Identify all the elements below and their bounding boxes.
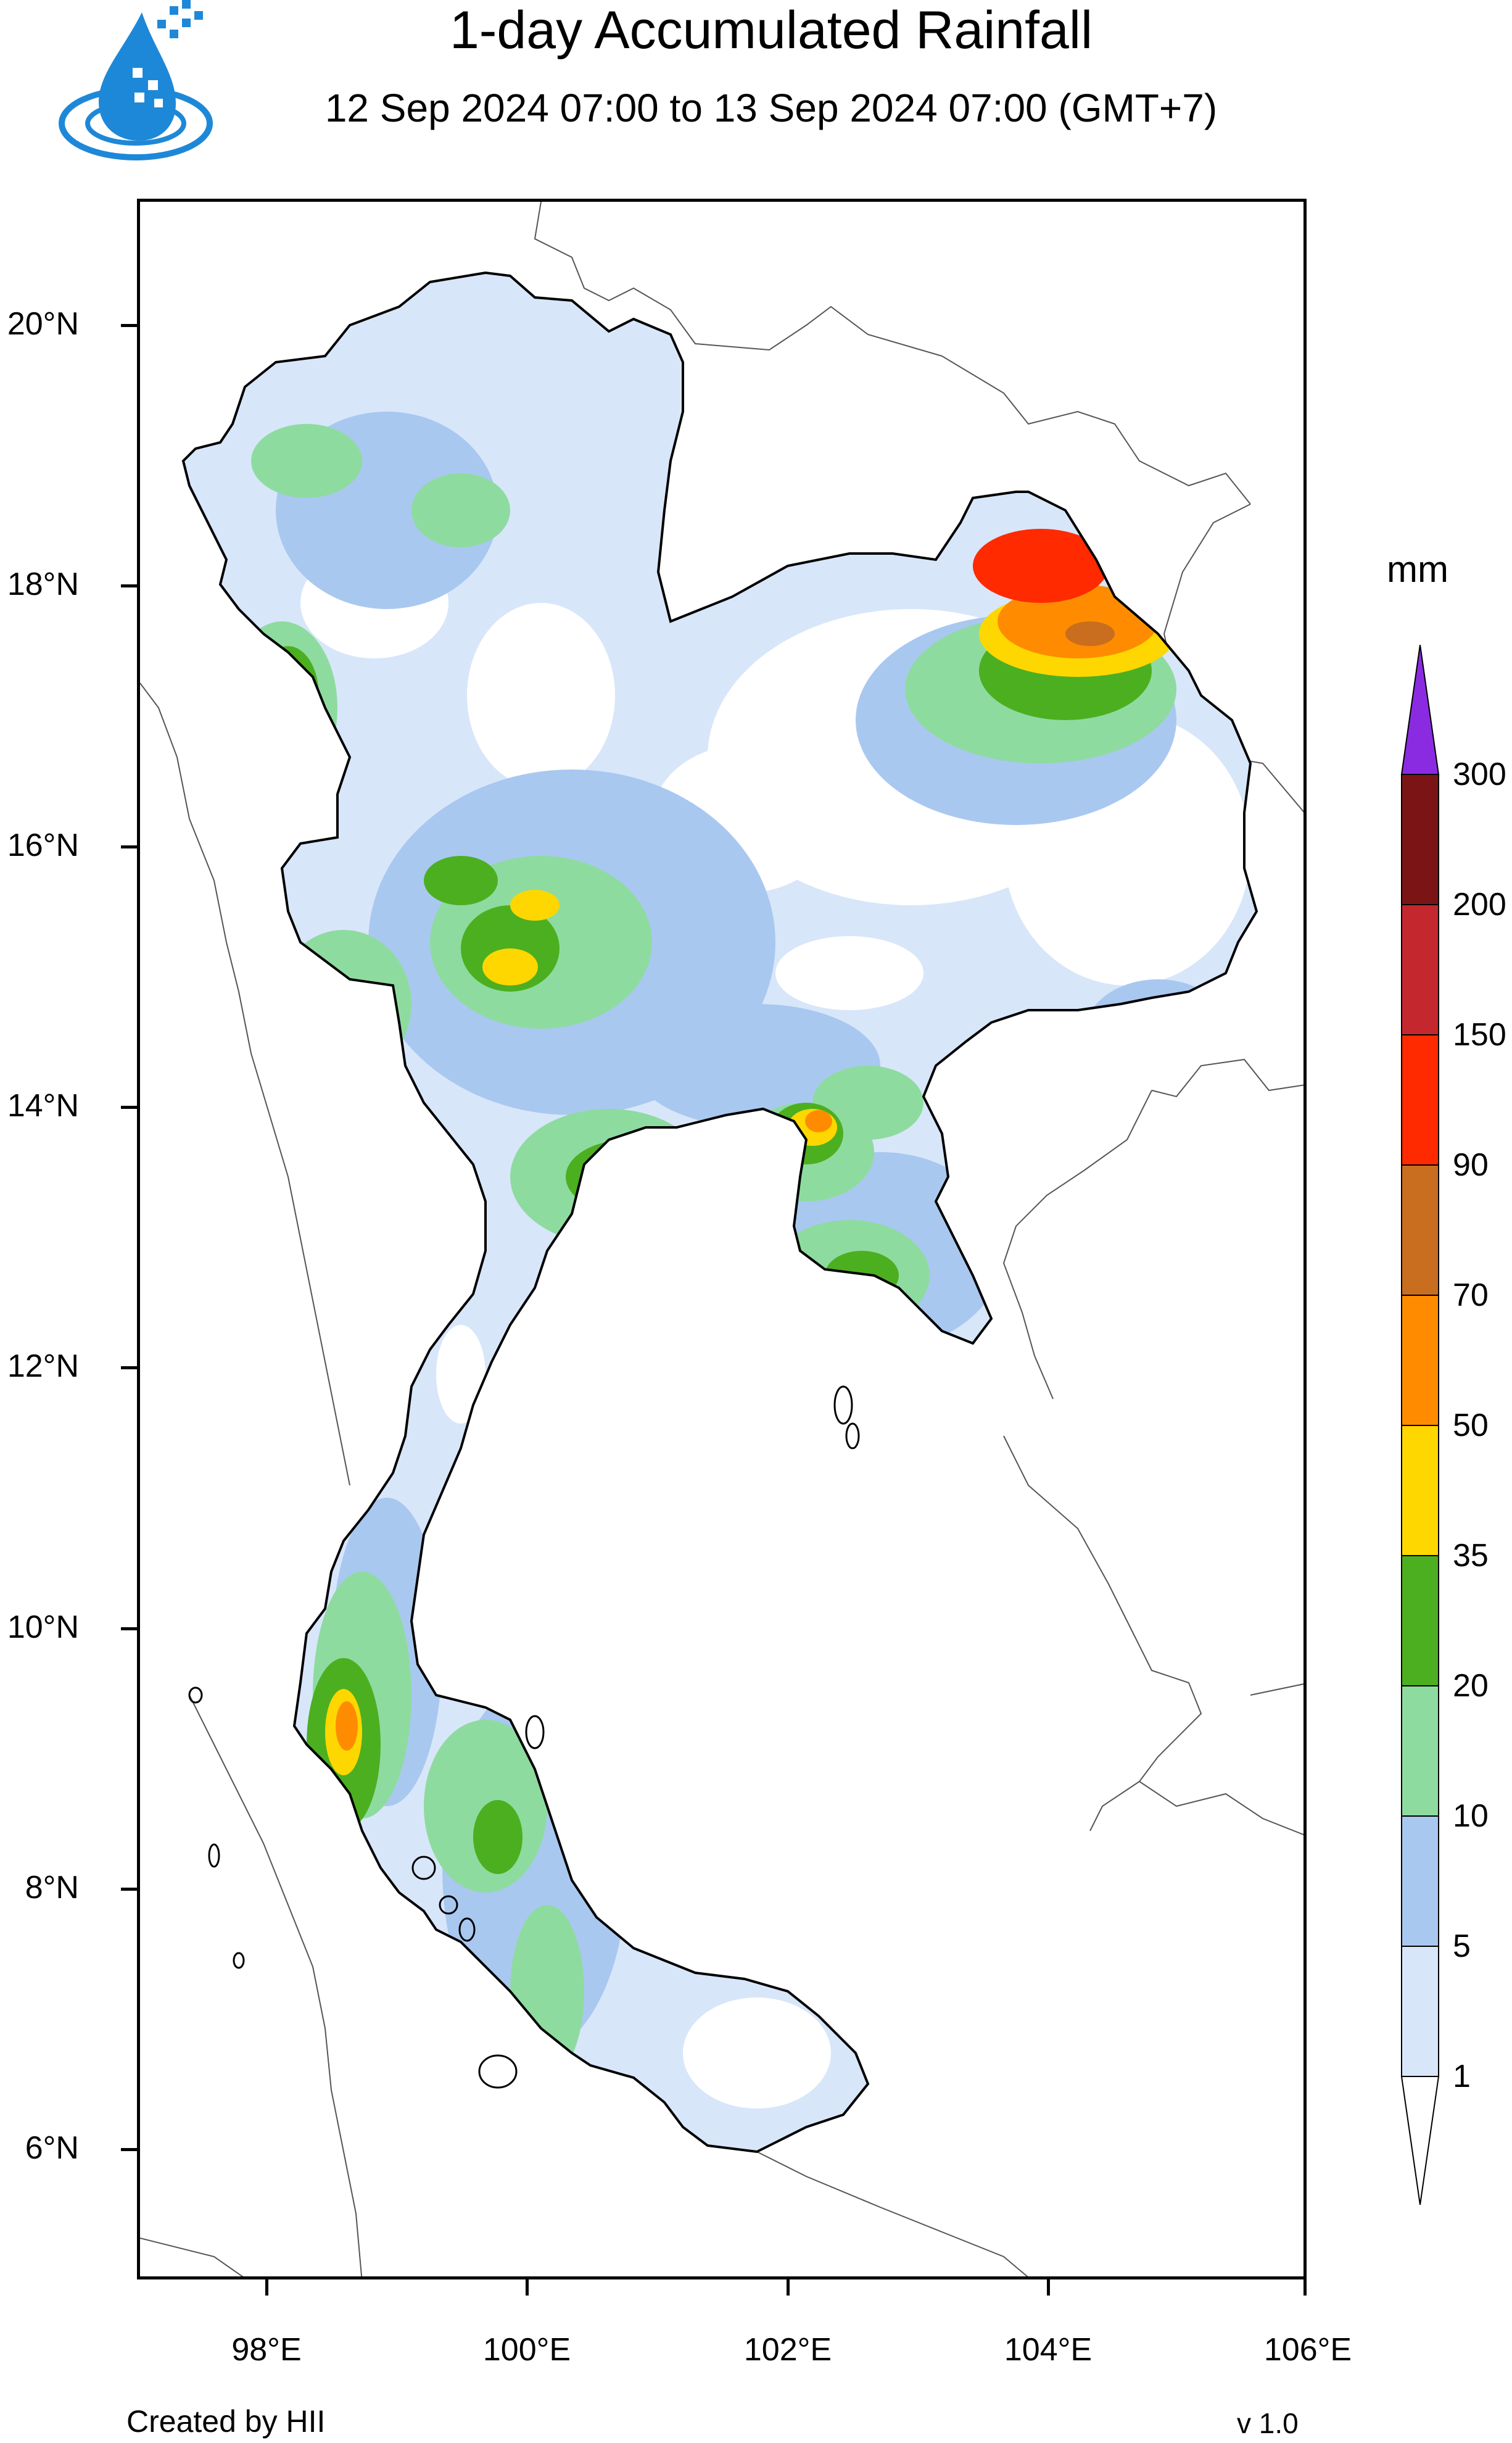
color-bar-segment: [1401, 1946, 1439, 2077]
color-bar-segment: [1400, 644, 1440, 775]
color-bar-label: 1: [1453, 2059, 1471, 2094]
color-bar-label: 20: [1453, 1668, 1489, 1704]
color-bar-label: 70: [1453, 1277, 1489, 1313]
color-bar-segment: [1401, 1295, 1439, 1426]
lat-label-18n: 18°N: [7, 566, 79, 602]
color-bar-segment: [1401, 1685, 1439, 1817]
lon-tick: [787, 2279, 790, 2296]
lat-tick: [121, 1888, 137, 1891]
lat-tick: [121, 584, 137, 587]
color-bar-label: 35: [1453, 1538, 1489, 1574]
lon-tick: [1047, 2279, 1050, 2296]
lat-label-14n: 14°N: [7, 1088, 79, 1124]
legend-unit: mm: [1387, 549, 1448, 590]
color-bar-segment: [1401, 904, 1439, 1035]
lat-label-10n: 10°N: [7, 1609, 79, 1645]
color-bar-segment: [1401, 1555, 1439, 1686]
lon-tick: [265, 2279, 268, 2296]
version-text: v 1.0: [1237, 2407, 1299, 2439]
lon-tick: [1303, 2279, 1307, 2296]
color-bar-label: 10: [1453, 1798, 1489, 1834]
lon-tick: [526, 2279, 529, 2296]
lat-label-6n: 6°N: [25, 2130, 79, 2166]
color-bar-label: 5: [1453, 1928, 1471, 1964]
rainfall-map: [137, 199, 1307, 2279]
lon-label-100e: 100°E: [482, 2332, 571, 2368]
color-bar-label: 150: [1453, 1017, 1506, 1053]
lon-label-102e: 102°E: [743, 2332, 832, 2368]
color-bar-segment: [1401, 1164, 1439, 1296]
color-bar-label: 50: [1453, 1408, 1489, 1443]
color-bar-label: 200: [1453, 887, 1506, 923]
lat-tick: [121, 1106, 137, 1109]
lat-tick: [121, 1366, 137, 1369]
map-subtitle: 12 Sep 2024 07:00 to 13 Sep 2024 07:00 (…: [324, 86, 1218, 130]
lat-tick: [121, 1627, 137, 1630]
water-drop-logo-icon: [49, 0, 222, 167]
lon-label-104e: 104°E: [1004, 2332, 1093, 2368]
lon-label-98e: 98°E: [231, 2332, 302, 2368]
credit-text: Created by HII: [126, 2404, 326, 2439]
map-title: 1-day Accumulated Rainfall: [449, 1, 1093, 60]
color-bar-label: 300: [1453, 757, 1506, 792]
lat-label-20n: 20°N: [7, 306, 79, 342]
lon-label-106e: 106°E: [1263, 2332, 1352, 2368]
lat-label-8n: 8°N: [25, 1870, 79, 1906]
lat-label-16n: 16°N: [7, 827, 79, 863]
lat-tick: [121, 324, 137, 327]
color-bar-segment: [1400, 2076, 1440, 2205]
color-bar-segment: [1401, 774, 1439, 905]
color-bar-segment: [1401, 1425, 1439, 1556]
color-bar-segment: [1401, 1815, 1439, 1947]
lat-tick: [121, 845, 137, 848]
color-bar-segment: [1401, 1034, 1439, 1166]
lat-label-12n: 12°N: [7, 1348, 79, 1384]
lat-tick: [121, 2148, 137, 2151]
color-bar-label: 90: [1453, 1147, 1489, 1183]
color-bar: [1395, 644, 1445, 2206]
